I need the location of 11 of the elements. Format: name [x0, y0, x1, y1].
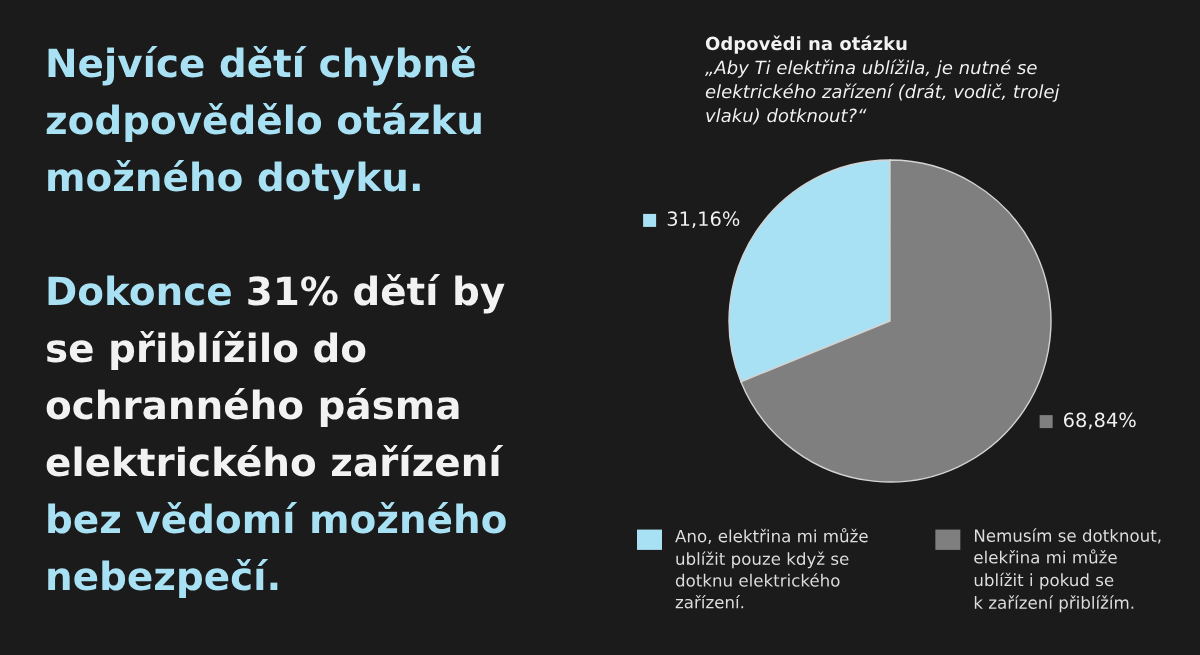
- chart-subtitle: „Aby Ti elektřina ublížila, je nutné se elektrického zařízení (drát, vodič, trolej vlaku) dotknout?“: [705, 59, 1060, 125]
- data-label: 68,84%: [1063, 412, 1136, 430]
- text: Dokonce: [48, 275, 231, 306]
- text: se přiblížilo do ochranného pásma elektrického zařízení: [46, 330, 504, 477]
- data-label: 31,16%: [667, 211, 740, 229]
- legend-label: Ano, elektřina mi může ublížit pouze když se dotknu elektrického zařízení.: [675, 528, 868, 609]
- text: bez vědomí možného nebezpečí.: [48, 501, 506, 599]
- legend-label: Nemusím se dotknout, elekřina mi může ublížit i pokud se k zařízení přiblížím.: [974, 528, 1161, 613]
- text: Nejvíce dětí chybně zodpovědělo otázku možného dotyku.: [46, 45, 481, 200]
- text: 31% dětí by: [248, 273, 505, 314]
- chart-title: Odpovědi na otázku: [705, 35, 907, 54]
